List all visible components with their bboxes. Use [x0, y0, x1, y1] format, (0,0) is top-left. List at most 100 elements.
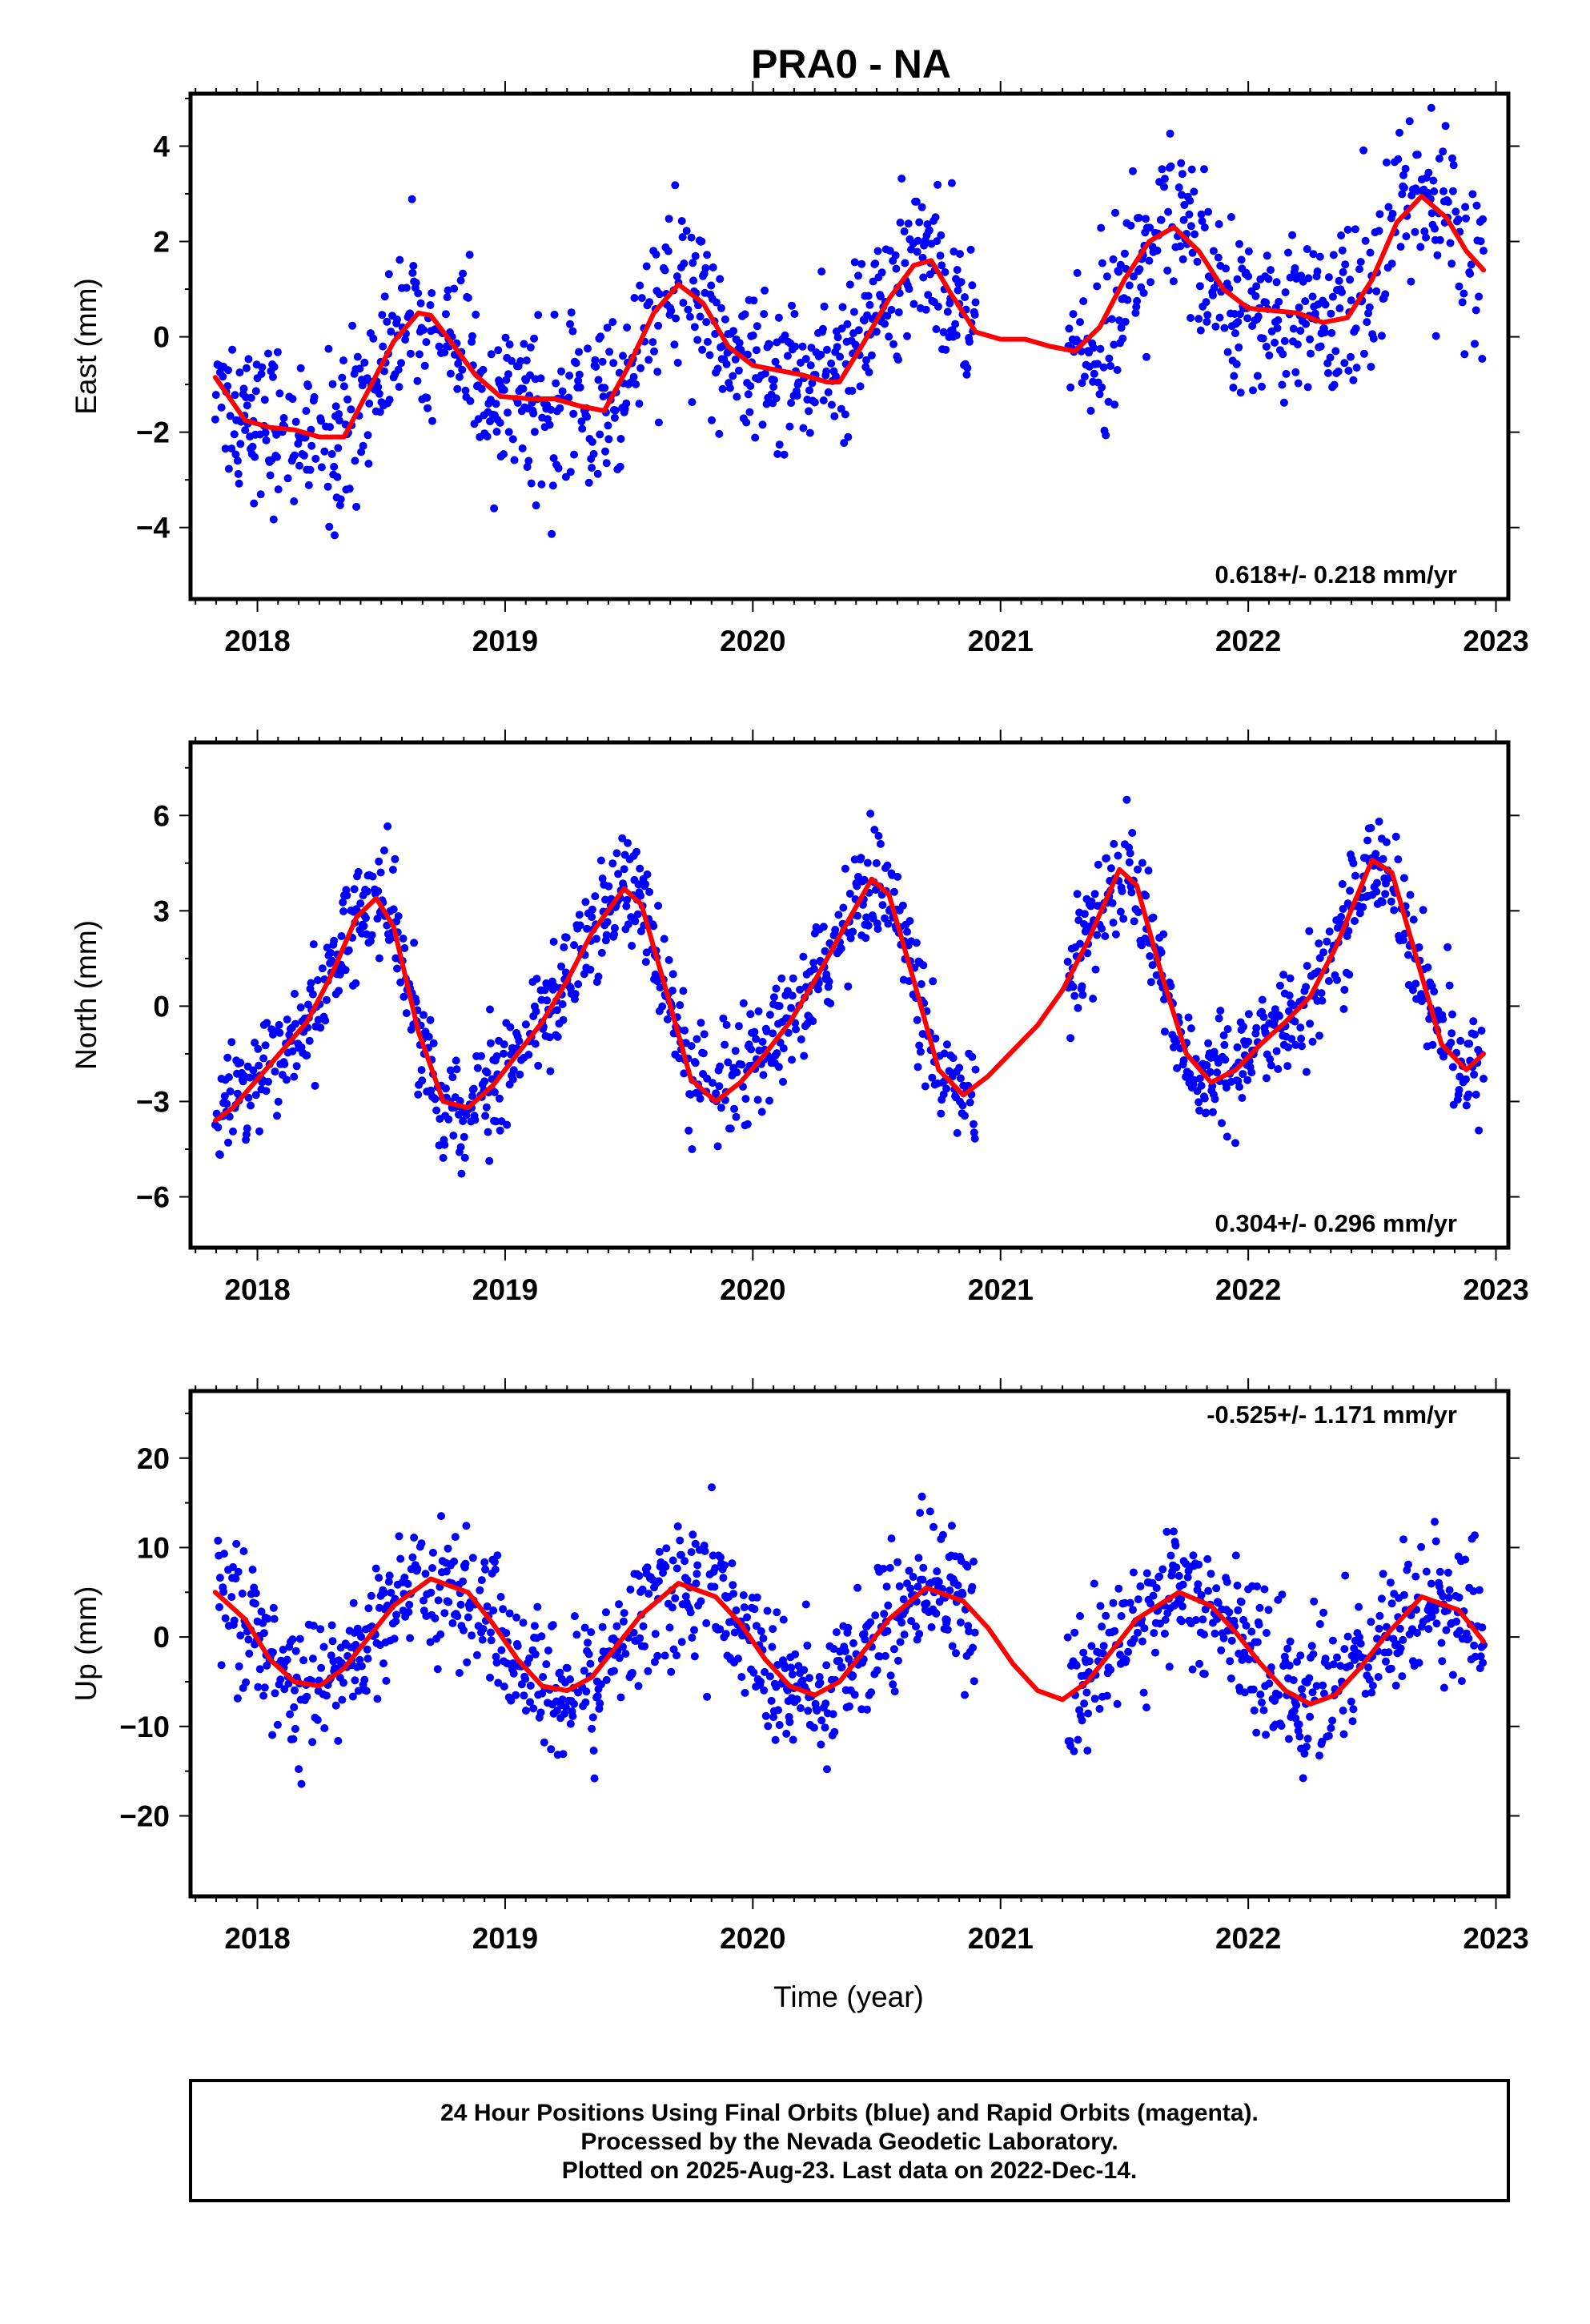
north-data-point	[263, 1019, 271, 1027]
east-data-point	[1186, 196, 1195, 205]
north-data-point	[309, 940, 318, 949]
up-data-point	[954, 1581, 962, 1590]
up-data-point	[1296, 1651, 1305, 1660]
up-data-point	[1227, 1674, 1235, 1683]
east-data-point	[1366, 248, 1375, 257]
east-data-point	[1460, 350, 1469, 359]
north-data-point	[1219, 1031, 1228, 1039]
east-data-point	[939, 328, 948, 336]
north-data-point	[468, 1092, 476, 1100]
east-data-point	[817, 267, 826, 276]
up-data-point	[1212, 1584, 1221, 1593]
east-data-point	[832, 372, 840, 380]
north-data-point	[1146, 952, 1154, 960]
north-data-point	[1298, 1042, 1306, 1051]
up-data-point	[1247, 1627, 1256, 1636]
up-data-point	[268, 1648, 277, 1657]
east-data-point	[547, 405, 556, 414]
east-data-point	[660, 266, 669, 275]
up-data-point	[1439, 1683, 1448, 1692]
up-data-point	[468, 1631, 476, 1640]
east-y-tick-label: 2	[153, 226, 170, 259]
east-data-point	[648, 338, 657, 347]
up-data-point	[823, 1765, 831, 1774]
up-data-point	[1295, 1732, 1304, 1741]
north-data-point	[809, 959, 818, 967]
north-data-point	[1469, 1017, 1478, 1026]
up-data-point	[269, 1603, 278, 1612]
east-data-point	[359, 441, 367, 450]
east-data-point	[435, 342, 444, 351]
east-data-point	[1284, 248, 1292, 257]
east-data-point	[1107, 315, 1116, 324]
up-data-point	[486, 1628, 495, 1637]
up-data-point	[873, 1666, 881, 1675]
up-data-point	[1307, 1642, 1316, 1651]
up-data-point	[400, 1573, 409, 1582]
up-data-point	[845, 1702, 853, 1711]
east-data-point	[1420, 227, 1429, 235]
east-data-point	[733, 392, 741, 401]
north-data-point	[903, 927, 911, 936]
up-data-point	[1442, 1626, 1451, 1634]
north-data-point	[693, 1035, 701, 1043]
north-data-point	[1456, 1036, 1465, 1045]
north-data-point	[553, 1032, 562, 1041]
up-data-point	[1225, 1608, 1234, 1617]
north-data-point	[687, 1042, 696, 1051]
north-data-point	[1340, 986, 1349, 994]
north-data-point	[1063, 957, 1072, 966]
north-y-tick-label: −6	[136, 1181, 170, 1214]
north-data-point	[220, 1092, 229, 1100]
north-data-point	[737, 1060, 746, 1069]
north-data-point	[417, 1066, 426, 1075]
north-data-point	[1291, 1017, 1299, 1026]
north-data-point	[1323, 937, 1331, 946]
north-data-point	[225, 1112, 234, 1121]
north-data-point	[503, 1120, 512, 1129]
up-data-point	[1262, 1629, 1271, 1637]
north-data-point	[1462, 1101, 1471, 1110]
east-data-point	[1169, 277, 1178, 286]
up-data-point	[1142, 1703, 1150, 1712]
up-data-point	[897, 1618, 906, 1627]
east-data-point	[1402, 232, 1411, 241]
north-data-point	[1345, 971, 1354, 979]
north-data-point	[1089, 995, 1098, 1003]
up-data-point	[895, 1582, 904, 1590]
north-data-point	[919, 961, 928, 970]
north-data-point	[1127, 888, 1136, 897]
north-data-point	[1443, 943, 1452, 951]
up-data-point	[289, 1735, 298, 1743]
east-data-point	[841, 410, 849, 419]
north-data-point	[1344, 927, 1353, 935]
up-data-point	[1289, 1676, 1298, 1684]
east-data-point	[715, 429, 724, 438]
east-data-point	[1104, 397, 1113, 406]
north-data-point	[341, 966, 350, 975]
north-data-point	[486, 1039, 495, 1047]
east-data-point	[1411, 227, 1419, 236]
east-data-point	[251, 387, 260, 396]
up-data-point	[1386, 1578, 1395, 1587]
up-data-point	[942, 1615, 951, 1624]
east-data-point	[798, 342, 807, 351]
north-data-point	[733, 1068, 741, 1077]
east-data-point	[1186, 222, 1195, 231]
east-data-point	[805, 407, 813, 416]
north-data-point	[1148, 961, 1157, 970]
up-data-point	[673, 1522, 682, 1530]
east-data-point	[1263, 251, 1271, 260]
north-data-point	[1239, 1023, 1248, 1031]
up-data-point	[1319, 1608, 1328, 1617]
up-x-tick-label: 2018	[224, 1922, 290, 1955]
up-data-point	[590, 1774, 599, 1783]
up-data-point	[721, 1561, 729, 1570]
east-data-point	[856, 382, 865, 391]
north-data-point	[335, 987, 343, 995]
up-data-point	[1455, 1593, 1464, 1602]
up-data-point	[1346, 1662, 1355, 1671]
up-data-point	[1432, 1619, 1441, 1628]
up-data-point	[805, 1674, 813, 1683]
up-scatter-points	[214, 1483, 1488, 1788]
